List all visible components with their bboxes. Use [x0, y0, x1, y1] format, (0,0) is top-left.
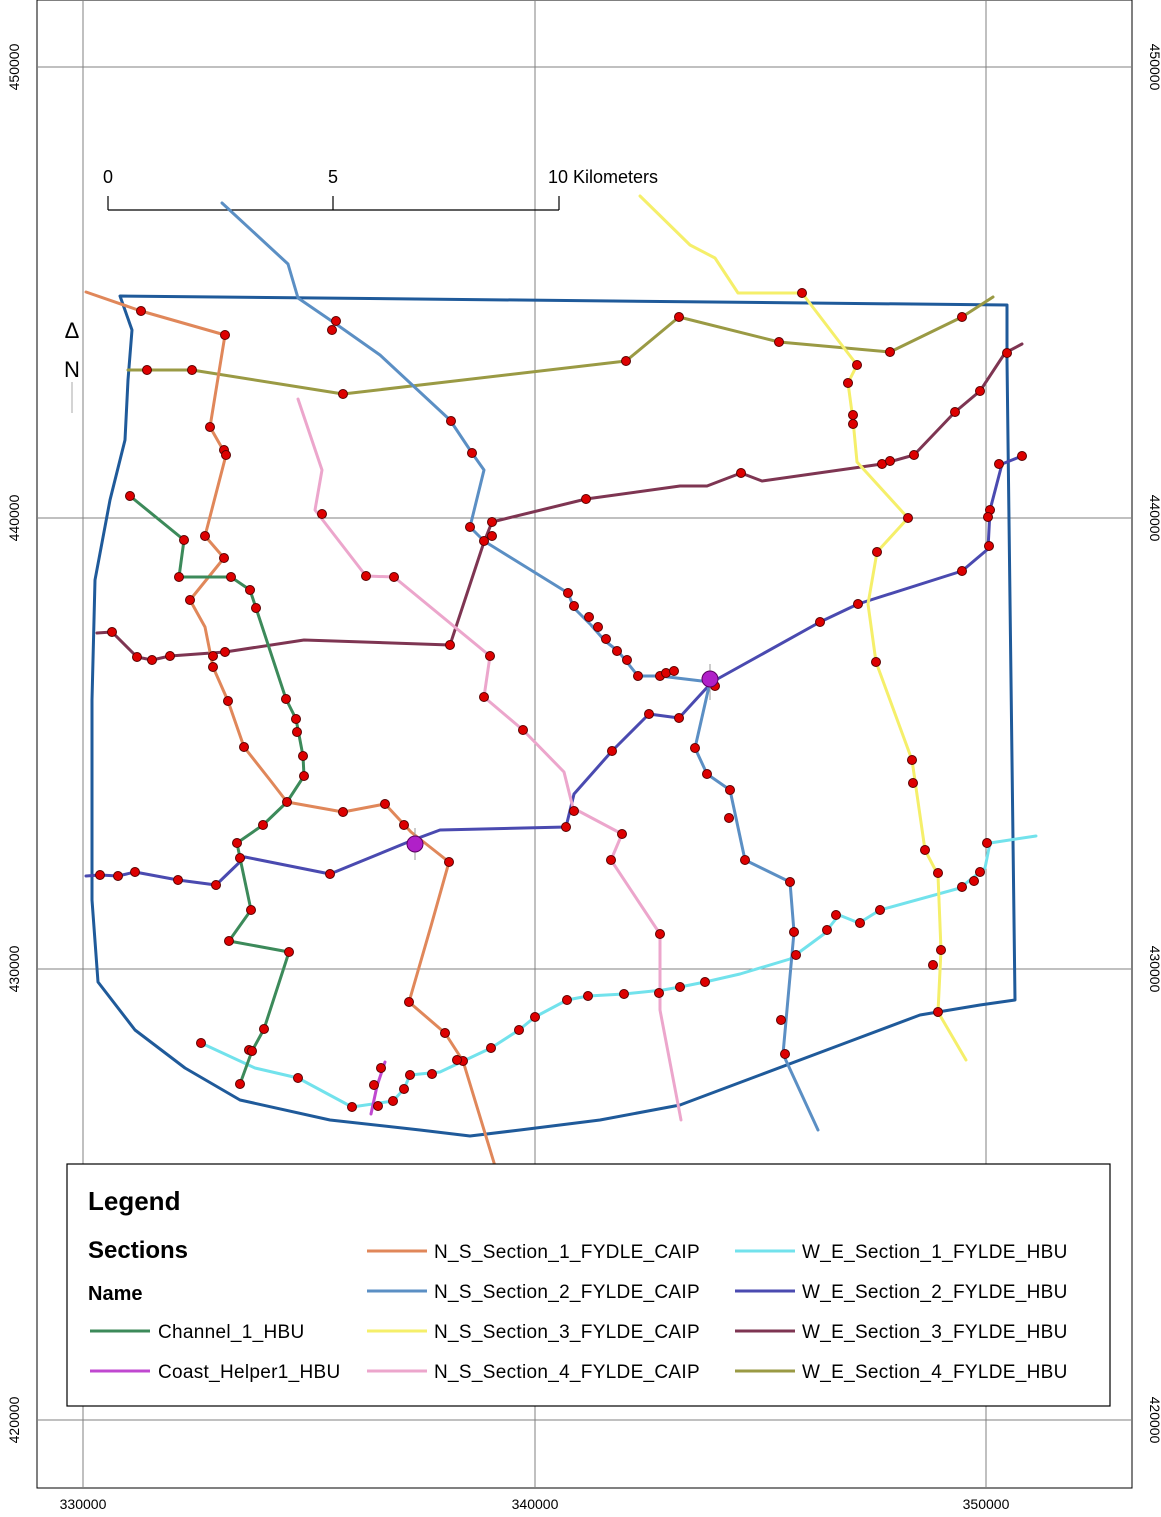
- legend-item-label: N_S_Section_2_FYLDE_CAIP: [434, 1282, 700, 1303]
- legend-item-label: N_S_Section_3_FYLDE_CAIP: [434, 1322, 700, 1343]
- legend-item-w-e-2: W_E_Section_2_FYLDE_HBU: [735, 1282, 1068, 1303]
- legend-item-label: N_S_Section_1_FYDLE_CAIP: [434, 1242, 700, 1263]
- section-n-s-1: [84, 290, 497, 1168]
- legend-item-n-s-1: N_S_Section_1_FYDLE_CAIP: [367, 1242, 700, 1263]
- legend-item-label: Coast_Helper1_HBU: [158, 1362, 341, 1383]
- legend-item-w-e-3: W_E_Section_3_FYLDE_HBU: [735, 1322, 1068, 1343]
- legend: Legend Sections Name Channel_1_HBU Coast…: [66, 1163, 1111, 1407]
- legend-item-label: W_E_Section_3_FYLDE_HBU: [802, 1322, 1068, 1343]
- y-tick-label-left: 450000: [6, 43, 22, 90]
- y-tick-label-right: 440000: [1147, 495, 1161, 542]
- section-w-e-3-north: [490, 342, 1024, 524]
- legend-item-n-s-3: N_S_Section_3_FYLDE_CAIP: [367, 1322, 700, 1343]
- legend-box: [66, 1163, 1111, 1407]
- legend-item-w-e-1: W_E_Section_1_FYLDE_HBU: [735, 1242, 1068, 1263]
- section-n-s-2: [220, 201, 820, 1132]
- y-tick-label-left: 430000: [6, 945, 22, 992]
- legend-item-label: W_E_Section_1_FYLDE_HBU: [802, 1242, 1068, 1263]
- x-tick-label: 340000: [512, 1496, 559, 1512]
- legend-field: Name: [88, 1283, 142, 1305]
- y-tick-label-left: 440000: [6, 494, 22, 541]
- legend-item-w-e-4: W_E_Section_4_FYLDE_HBU: [735, 1362, 1068, 1383]
- legend-item-channel-1: Channel_1_HBU: [90, 1322, 305, 1343]
- junction-marker: [406, 835, 424, 853]
- section-w-e-2-main: [84, 454, 1024, 887]
- junction-markers: [406, 664, 719, 860]
- x-tick-label: 330000: [60, 1496, 107, 1512]
- section-n-s-4: [296, 397, 683, 1122]
- scale-label-10: 10 Kilometers: [548, 167, 658, 187]
- y-tick-label-left: 420000: [6, 1396, 22, 1443]
- north-arrow: Δ N: [64, 318, 80, 413]
- scale-label-0: 0: [103, 167, 113, 187]
- legend-group: Sections: [88, 1237, 188, 1264]
- north-arrow-icon: Δ: [65, 318, 80, 343]
- scale-label-5: 5: [328, 167, 338, 187]
- north-label: N: [64, 357, 80, 382]
- legend-item-n-s-4: N_S_Section_4_FYLDE_CAIP: [367, 1362, 700, 1383]
- y-tick-label-right: 430000: [1147, 946, 1161, 993]
- junction-marker: [701, 670, 719, 688]
- scale-bar: 0 5 10 Kilometers: [103, 167, 658, 211]
- section-w-e-3-west: [95, 520, 494, 662]
- x-tick-label: 350000: [963, 1496, 1010, 1512]
- y-tick-label-right: 450000: [1147, 44, 1161, 91]
- legend-item-label: W_E_Section_2_FYLDE_HBU: [802, 1282, 1068, 1303]
- legend-item-coast-helper-1: Coast_Helper1_HBU: [90, 1362, 341, 1383]
- legend-item-label: Channel_1_HBU: [158, 1322, 305, 1343]
- legend-item-label: N_S_Section_4_FYLDE_CAIP: [434, 1362, 700, 1383]
- y-tick-label-right: 420000: [1147, 1397, 1161, 1444]
- map-frame: [36, 0, 1133, 1489]
- section-n-s-3: [638, 194, 968, 1062]
- study-area-boundary: [90, 294, 1017, 1138]
- section-w-e-4: [126, 295, 995, 396]
- legend-item-n-s-2: N_S_Section_2_FYLDE_CAIP: [367, 1282, 700, 1303]
- legend-item-label: W_E_Section_4_FYLDE_HBU: [802, 1362, 1068, 1383]
- legend-title: Legend: [88, 1186, 180, 1216]
- survey-points: [95, 288, 1027, 1112]
